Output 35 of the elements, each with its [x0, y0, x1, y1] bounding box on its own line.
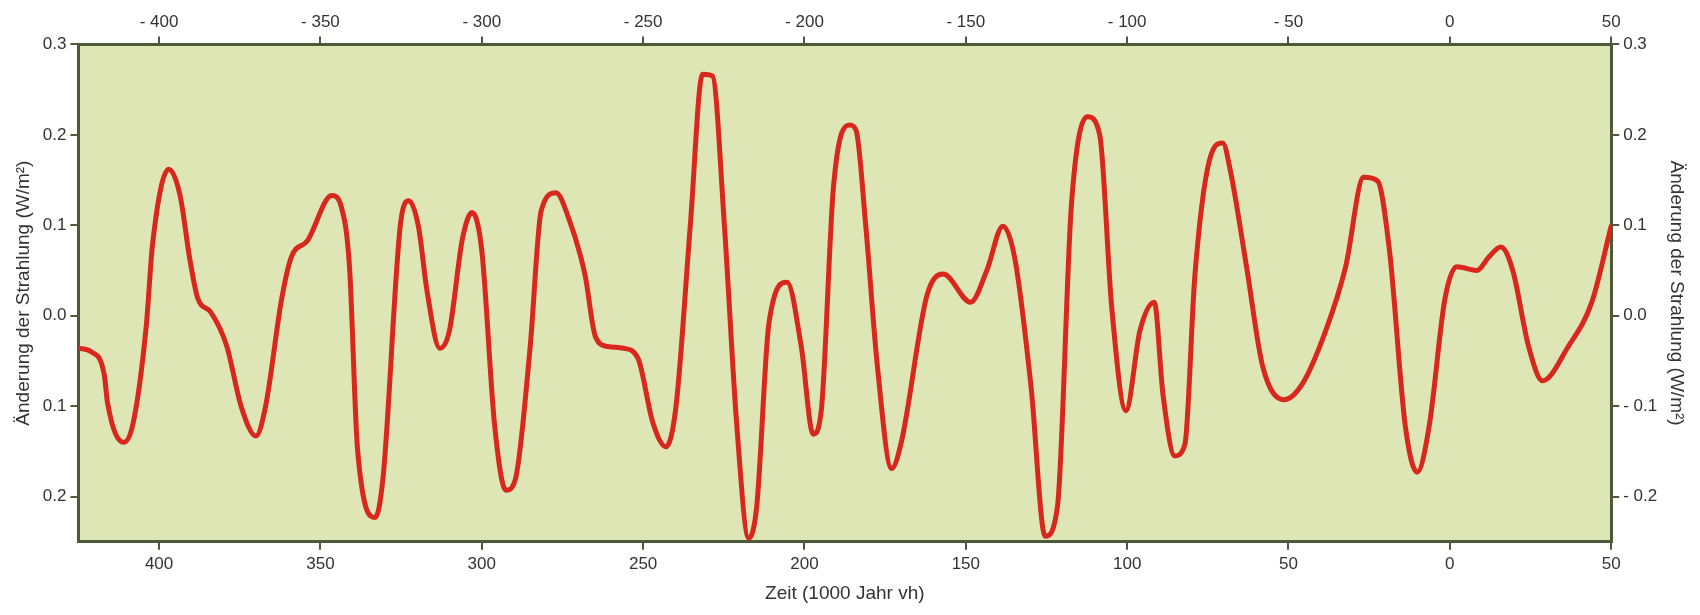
- x2-tick-label: - 100: [1107, 11, 1147, 31]
- y-tick-label: 0.1: [42, 214, 67, 234]
- x-tick-label: 150: [951, 553, 980, 573]
- y2-tick-label: 0.1: [1623, 214, 1647, 234]
- x2-tick-label: 0: [1445, 11, 1455, 31]
- y2-tick-label: - 0.2: [1623, 486, 1658, 506]
- y2-axis-title: Änderung der Strahlung (W/m²): [1667, 160, 1689, 426]
- y2-tick-label: 0.2: [1623, 124, 1647, 144]
- x-tick-label: 50: [1601, 553, 1621, 573]
- x-axis-title: Zeit (1000 Jahr vh): [765, 581, 925, 603]
- y2-tick-label: - 0.1: [1623, 395, 1658, 415]
- x2-tick-label: - 150: [946, 11, 986, 31]
- x2-tick-label: - 400: [139, 11, 179, 31]
- x-tick-label: 100: [1112, 553, 1142, 573]
- y2-tick-label: 0.3: [1623, 34, 1647, 54]
- x2-tick-label: - 350: [301, 11, 340, 31]
- y-axis-title: Änderung der Strahlung (W/m²): [11, 160, 33, 426]
- y-tick-label: 0.1: [42, 395, 67, 415]
- x2-tick-label: - 200: [785, 11, 824, 31]
- x-tick-label: 250: [628, 553, 658, 573]
- x-tick-label: 400: [144, 553, 174, 573]
- y-tick-label: 0.3: [42, 34, 67, 54]
- x2-tick-label: - 50: [1273, 11, 1304, 31]
- y2-tick-label: 0.0: [1623, 305, 1647, 325]
- x-tick-label: 200: [790, 553, 819, 573]
- x2-tick-label: - 300: [462, 11, 502, 31]
- x-tick-label: 0: [1445, 553, 1455, 573]
- y-tick-label: 0.2: [42, 486, 67, 506]
- x-tick-label: 300: [467, 553, 496, 573]
- y-tick-label: 0.2: [42, 124, 67, 144]
- x-tick-label: 50: [1279, 553, 1298, 573]
- y-tick-label: 0.0: [42, 305, 67, 325]
- x2-tick-label: 50: [1601, 11, 1621, 31]
- x-tick-label: 350: [306, 553, 335, 573]
- x2-tick-label: - 250: [623, 11, 663, 31]
